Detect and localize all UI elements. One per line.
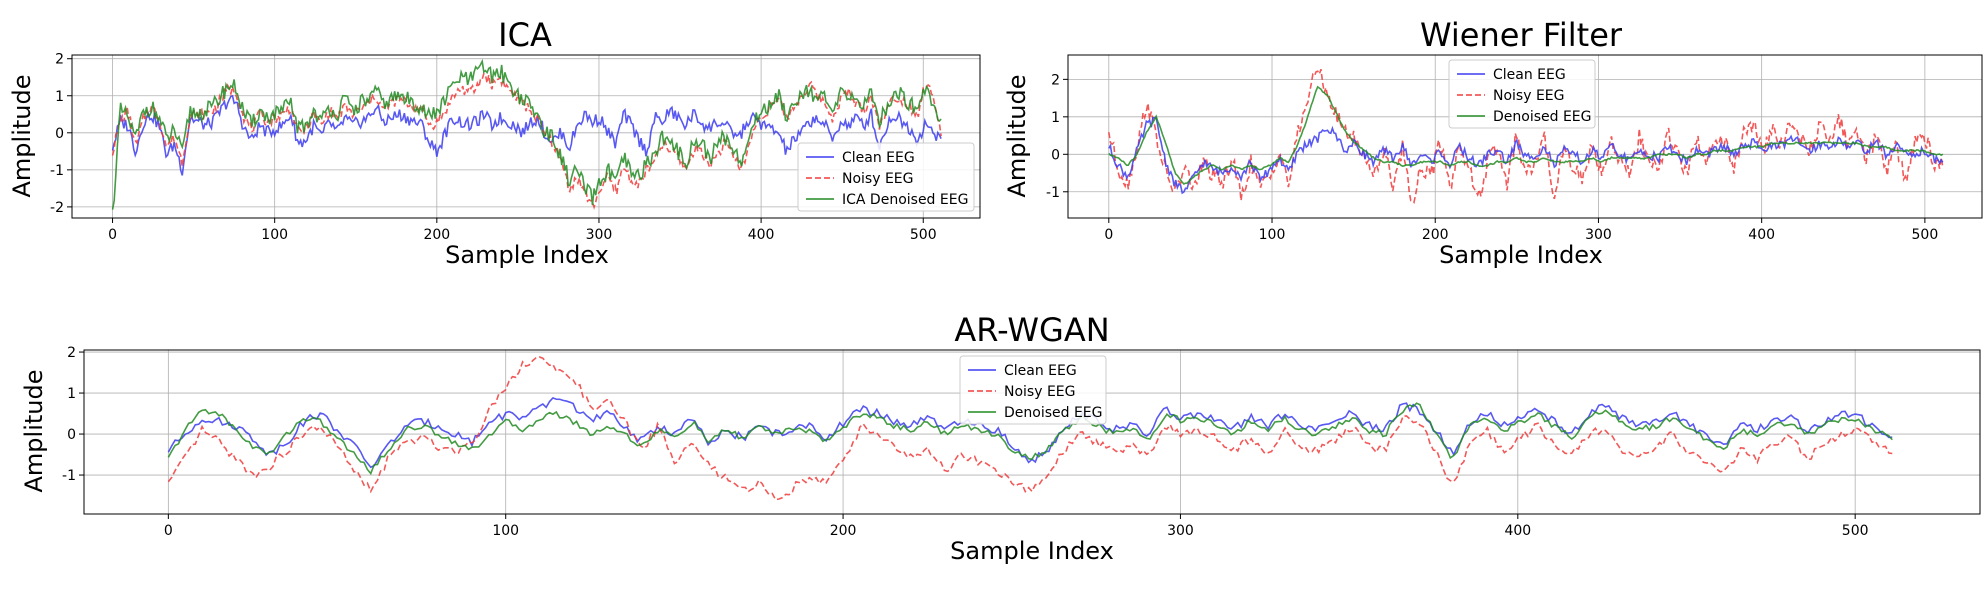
title-ica: ICA [498, 16, 552, 54]
x-tick-label-arwgan: 400 [1504, 523, 1531, 539]
legend-wiener: Clean EEG Noisy EEG Denoised EEG [1448, 59, 1596, 129]
legend-label-ica-2: ICA Denoised EEG [842, 192, 968, 208]
y-tick-label-ica: -2 [50, 200, 64, 216]
panel-wiener: Wiener Filter 0 100 200 300 400 500 -1 0 1 2 Clean… [1003, 16, 1983, 269]
legend-label-ica-1: Noisy EEG [842, 171, 914, 187]
legend-label-arwgan-0: Clean EEG [1004, 363, 1077, 379]
y-tick-label-ica: 0 [55, 126, 64, 142]
panel-arwgan: AR-WGAN 0 100 200 300 400 500 -1 0 1 2 Clean EEG No… [20, 311, 1981, 565]
y-tick-label-wiener: 2 [1051, 72, 1060, 88]
xlabel-ica: Sample Index [445, 241, 609, 269]
title-wiener: Wiener Filter [1420, 16, 1623, 54]
legend-label-wiener-2: Denoised EEG [1493, 109, 1592, 125]
y-tick-label-arwgan: 0 [67, 427, 76, 443]
axes-frame-arwgan [83, 349, 1981, 515]
axes-frame-wiener [1067, 54, 1983, 219]
ylabel-ica: Amplitude [8, 75, 36, 198]
legend-label-ica-0: Clean EEG [842, 150, 915, 166]
y-tick-label-wiener: -1 [1046, 185, 1060, 201]
y-tick-label-wiener: 1 [1051, 110, 1060, 126]
legend-arwgan: Clean EEG Noisy EEG Denoised EEG [959, 355, 1107, 425]
plot-area-ica: 0 100 200 300 400 500 -2 -1 0 1 2 Clean EEG Noisy EE… [50, 52, 981, 243]
series-line-ica-0 [111, 94, 942, 176]
y-tick-label-wiener: 0 [1051, 147, 1060, 163]
legend-label-wiener-0: Clean EEG [1493, 67, 1566, 83]
x-tick-label-ica: 100 [261, 227, 288, 243]
series-line-arwgan-0 [167, 396, 1893, 469]
y-tick-label-arwgan: 1 [67, 386, 76, 402]
series-line-arwgan-1 [167, 356, 1893, 501]
series-line-wiener-0 [1108, 116, 1944, 195]
x-tick-label-ica: 500 [910, 227, 937, 243]
legend-label-wiener-1: Noisy EEG [1493, 88, 1565, 104]
y-tick-label-arwgan: -1 [62, 468, 76, 484]
ylabel-wiener: Amplitude [1003, 75, 1031, 198]
x-tick-label-ica: 200 [423, 227, 450, 243]
x-tick-label-wiener: 200 [1422, 227, 1449, 243]
series-line-ica-1 [111, 72, 942, 210]
x-tick-label-wiener: 0 [1104, 227, 1113, 243]
x-tick-label-arwgan: 500 [1842, 523, 1869, 539]
ylabel-arwgan: Amplitude [20, 370, 48, 493]
x-tick-label-wiener: 100 [1259, 227, 1286, 243]
x-tick-label-wiener: 400 [1748, 227, 1775, 243]
legend-label-arwgan-1: Noisy EEG [1004, 384, 1076, 400]
x-tick-label-ica: 400 [748, 227, 775, 243]
y-tick-label-ica: -1 [50, 163, 64, 179]
panel-ica: ICA 0 100 200 300 400 500 -2 -1 0 1 2 Clean EEG Nois… [8, 16, 981, 269]
legend-label-arwgan-2: Denoised EEG [1004, 405, 1103, 421]
x-tick-label-arwgan: 300 [1167, 523, 1194, 539]
series-line-arwgan-2 [167, 402, 1893, 476]
y-tick-label-arwgan: 2 [67, 345, 76, 361]
x-tick-label-ica: 0 [108, 227, 117, 243]
plot-area-arwgan: 0 100 200 300 400 500 -1 0 1 2 Clean EEG Noisy EEG D… [62, 345, 1981, 539]
legend-box-ica [797, 142, 975, 212]
legend-box-arwgan [959, 355, 1107, 425]
xlabel-wiener: Sample Index [1439, 241, 1603, 269]
legend-ica: Clean EEG Noisy EEG ICA Denoised EEG [797, 142, 975, 212]
x-tick-label-ica: 300 [586, 227, 613, 243]
series-line-wiener-1 [1108, 69, 1944, 205]
plot-area-wiener: 0 100 200 300 400 500 -1 0 1 2 Clean EEG Noisy EEG D… [1046, 54, 1983, 243]
x-tick-label-arwgan: 100 [492, 523, 519, 539]
x-tick-label-wiener: 500 [1912, 227, 1939, 243]
title-arwgan: AR-WGAN [954, 311, 1109, 349]
x-tick-label-arwgan: 0 [164, 523, 173, 539]
series-line-ica-2 [111, 58, 942, 210]
x-tick-label-arwgan: 200 [830, 523, 857, 539]
legend-box-wiener [1448, 59, 1596, 129]
series-line-wiener-2 [1108, 85, 1944, 185]
axes-frame-ica [71, 54, 981, 219]
x-tick-label-wiener: 300 [1585, 227, 1612, 243]
y-tick-label-ica: 1 [55, 89, 64, 105]
xlabel-arwgan: Sample Index [950, 537, 1114, 565]
y-tick-label-ica: 2 [55, 52, 64, 68]
